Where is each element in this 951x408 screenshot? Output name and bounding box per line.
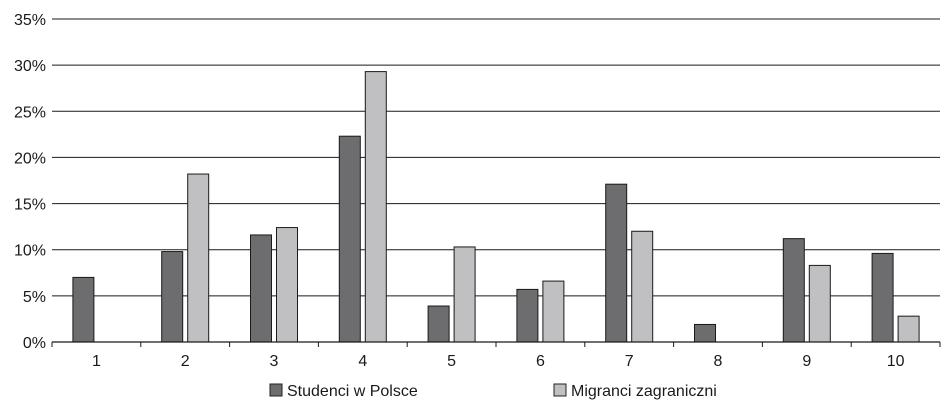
bar-migranci-2: [187, 173, 210, 343]
x-tick-label: 10: [887, 353, 905, 370]
bar-studenci-2: [161, 251, 184, 343]
legend: Studenci w Polsce Migranci zagraniczni: [269, 383, 717, 400]
bar-migranci-7: [631, 230, 654, 343]
bar-studenci-6: [516, 288, 539, 343]
x-tick-label: 1: [92, 353, 101, 370]
x-tick-label: 6: [536, 353, 545, 370]
y-tick-label: 30%: [14, 58, 46, 75]
x-tick-label: 5: [447, 353, 456, 370]
legend-swatch-studenci: [269, 383, 283, 397]
bar-migranci-4: [364, 71, 387, 343]
x-axis-tick-labels: 1 2 3 4 5 6 7 8 9 10: [92, 353, 905, 370]
x-tick-label: 9: [802, 353, 811, 370]
gridlines: [52, 18, 940, 343]
legend-label-migranci: Migranci zagraniczni: [571, 383, 717, 400]
bar-migranci-10: [897, 315, 920, 343]
bar-studenci-7: [605, 183, 628, 343]
bar-studenci-3: [250, 234, 272, 343]
x-tick-label: 2: [181, 353, 190, 370]
bar-studenci-8: [694, 323, 716, 343]
bars: [72, 71, 920, 343]
x-tick-label: 3: [270, 353, 279, 370]
bar-studenci-9: [782, 238, 805, 343]
x-tick-label: 4: [358, 353, 367, 370]
y-tick-label: 5%: [23, 289, 46, 306]
bar-studenci-4: [338, 135, 361, 343]
bar-migranci-6: [542, 280, 565, 343]
x-axis: [51, 341, 941, 347]
x-tick-label: 8: [714, 353, 723, 370]
bar-migranci-9: [808, 264, 831, 343]
legend-swatch-migranci: [553, 383, 567, 397]
bar-migranci-3: [276, 227, 298, 343]
y-tick-label: 15%: [14, 197, 46, 214]
bar-migranci-5: [453, 246, 476, 343]
y-axis-tick-labels: 0% 5% 10% 15% 20% 25% 30% 35%: [14, 12, 46, 352]
bar-studenci-5: [427, 305, 450, 343]
y-tick-label: 20%: [14, 150, 46, 167]
y-tick-label: 25%: [14, 104, 46, 121]
legend-label-studenci: Studenci w Polsce: [287, 383, 418, 400]
y-tick-label: 0%: [23, 335, 46, 352]
bar-studenci-1: [72, 276, 95, 343]
y-tick-label: 35%: [14, 12, 46, 29]
y-tick-label: 10%: [14, 243, 46, 260]
x-tick-label: 7: [625, 353, 634, 370]
bar-studenci-10: [871, 252, 894, 343]
